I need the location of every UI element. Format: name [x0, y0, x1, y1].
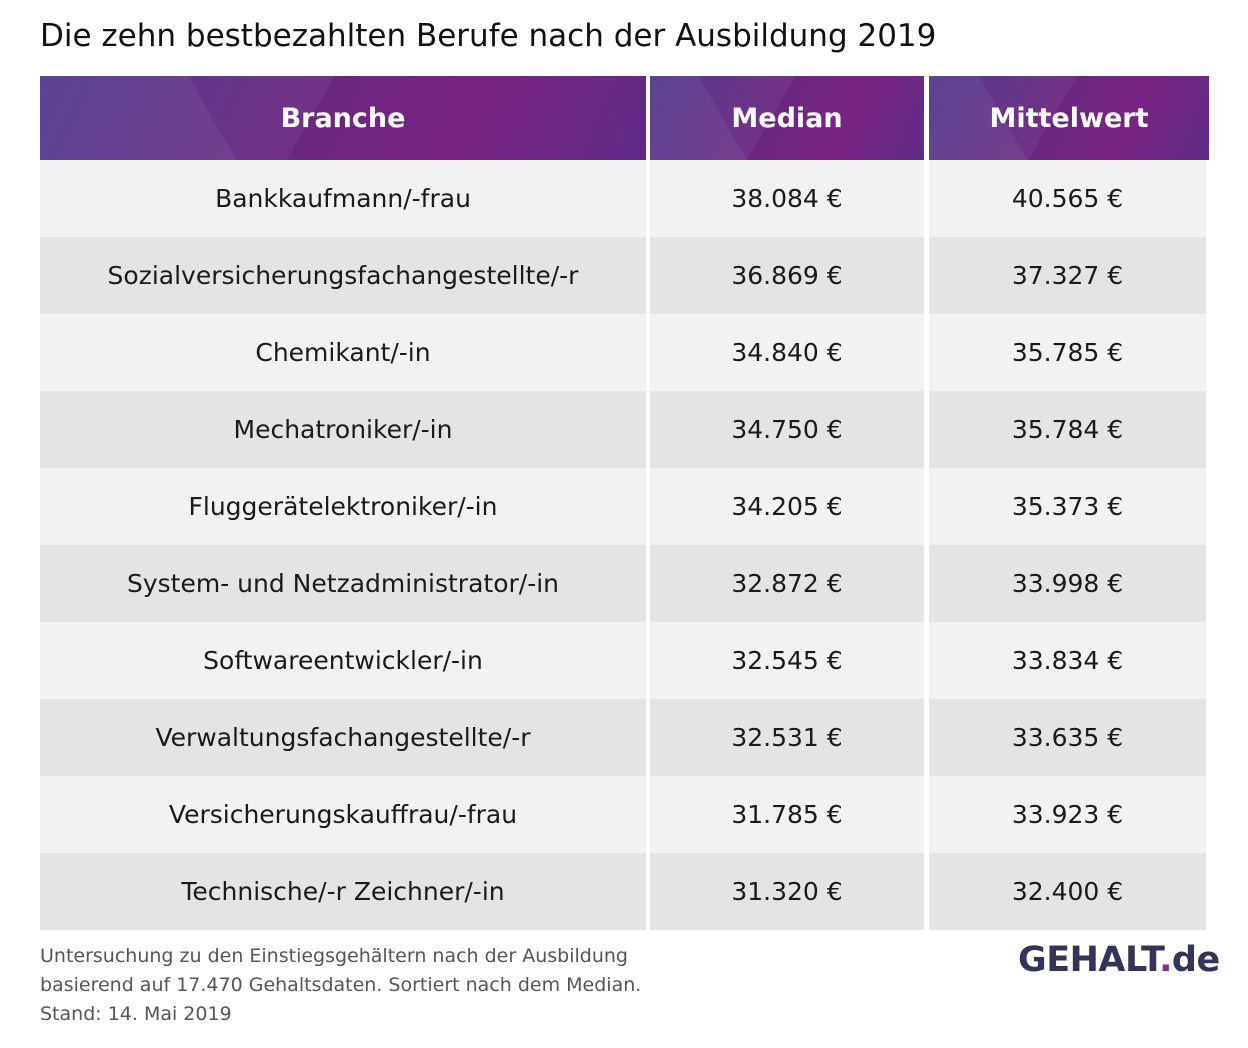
header-mittelwert: Mittelwert [929, 76, 1209, 160]
cell-branche: Verwaltungsfachangestellte/-r [40, 699, 646, 776]
header-branche: Branche [40, 76, 646, 160]
cell-mittelwert: 35.784 € [929, 391, 1206, 468]
table-header-row: Branche Median Mittelwert [40, 76, 1209, 160]
cell-median: 34.205 € [650, 468, 924, 545]
logo-dot: . [1159, 940, 1172, 980]
table-row: Technische/-r Zeichner/-in 31.320 €32.400… [40, 853, 1209, 930]
cell-median: 32.545 € [650, 622, 924, 699]
footnote-line: Untersuchung zu den Einstiegsgehältern n… [40, 945, 628, 967]
footnote-line: Stand: 14. Mai 2019 [40, 1003, 232, 1025]
cell-median: 34.840 € [650, 314, 924, 391]
footnote-line: basierend auf 17.470 Gehaltsdaten. Sorti… [40, 974, 642, 996]
cell-branche: Technische/-r Zeichner/-in [40, 853, 646, 930]
cell-mittelwert: 35.373 € [929, 468, 1206, 545]
cell-mittelwert: 33.635 € [929, 699, 1206, 776]
cell-branche: System- und Netzadministrator/-in [40, 545, 646, 622]
cell-branche: Bankkaufmann/-frau [40, 160, 646, 237]
table-row: Softwareentwickler/-in 32.545 €33.834 € [40, 622, 1209, 699]
table-row: Verwaltungsfachangestellte/-r 32.531 €33.… [40, 699, 1209, 776]
cell-median: 32.872 € [650, 545, 924, 622]
cell-branche: Versicherungskauffrau/-frau [40, 776, 646, 853]
table-row: Bankkaufmann/-frau 38.084 €40.565 € [40, 160, 1209, 237]
gehalt-logo: GEHALT.de [1018, 940, 1220, 980]
table-row: Fluggerätelektroniker/-in 34.205 €35.373 … [40, 468, 1209, 545]
cell-median: 34.750 € [650, 391, 924, 468]
cell-branche: Sozialversicherungsfachangestellte/-r [40, 237, 646, 314]
logo-main: GEHALT [1018, 940, 1160, 980]
cell-median: 32.531 € [650, 699, 924, 776]
table-row: Chemikant/-in 34.840 €35.785 € [40, 314, 1209, 391]
cell-mittelwert: 33.998 € [929, 545, 1206, 622]
table-row: Mechatroniker/-in 34.750 €35.784 € [40, 391, 1209, 468]
header-median: Median [650, 76, 924, 160]
cell-branche: Softwareentwickler/-in [40, 622, 646, 699]
cell-branche: Chemikant/-in [40, 314, 646, 391]
cell-branche: Mechatroniker/-in [40, 391, 646, 468]
cell-mittelwert: 37.327 € [929, 237, 1206, 314]
cell-mittelwert: 33.923 € [929, 776, 1206, 853]
table-row: System- und Netzadministrator/-in 32.872 … [40, 545, 1209, 622]
cell-mittelwert: 40.565 € [929, 160, 1206, 237]
salary-table: Branche Median Mittelwert Bankkaufmann/-… [40, 76, 1209, 930]
cell-median: 36.869 € [650, 237, 924, 314]
cell-mittelwert: 35.785 € [929, 314, 1206, 391]
footnote: Untersuchung zu den Einstiegsgehältern n… [40, 942, 641, 1029]
logo-tld: de [1171, 940, 1220, 980]
cell-median: 31.785 € [650, 776, 924, 853]
table-body: Bankkaufmann/-frau 38.084 €40.565 € Sozial… [40, 160, 1209, 930]
cell-mittelwert: 33.834 € [929, 622, 1206, 699]
cell-branche: Fluggerätelektroniker/-in [40, 468, 646, 545]
table-row: Sozialversicherungsfachangestellte/-r 36.… [40, 237, 1209, 314]
cell-mittelwert: 32.400 € [929, 853, 1206, 930]
chart-title: Die zehn bestbezahlten Berufe nach der A… [40, 18, 937, 54]
cell-median: 38.084 € [650, 160, 924, 237]
table-row: Versicherungskauffrau/-frau 31.785 €33.92… [40, 776, 1209, 853]
cell-median: 31.320 € [650, 853, 924, 930]
